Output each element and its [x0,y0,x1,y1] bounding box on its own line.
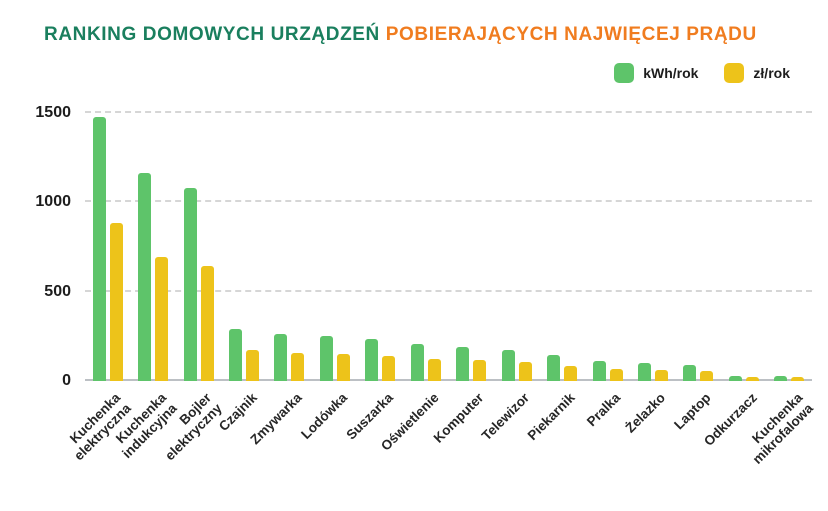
bar-pair [637,113,668,381]
y-tick-label: 1500 [35,104,71,121]
bar-kwh [92,117,106,381]
category-label: Żelazko [622,390,669,436]
bar-group: Bojler elektryczny [162,113,225,463]
bar-kwh [728,375,742,381]
bar-pair [274,113,305,381]
bar-pair [410,113,441,381]
bar-zl [382,356,396,381]
bar-kwh [410,344,424,381]
bar-chart: 0 500 1000 1500 Kuchenka elektryczna Kuchenka… [0,100,828,511]
category-label: Piekarnik [524,390,578,444]
bar-zl [427,358,441,381]
page-title-part2: POBIERAJĄCYCH NAJWIĘCEJ PRĄDU [385,24,757,45]
bar-kwh [774,375,788,381]
page-title: RANKING DOMOWYCH URZĄDZEŃ POBIERAJĄCYCH … [44,24,757,46]
bar-pair [683,113,714,381]
legend-item-zl: zł/rok [724,63,790,83]
bar-group: Telewizor [479,113,539,443]
bar-pair [501,113,532,381]
bar-kwh [319,336,333,381]
bar-group: Suszarka [343,113,403,443]
bar-group: Piekarnik [525,113,584,443]
bar-zl [564,365,578,381]
bar-pair [229,113,260,381]
legend-label-kwh: kWh/rok [643,65,699,81]
category-label: Pralka [583,390,624,430]
bar-pair [319,113,350,381]
category-label: Laptop [671,390,715,433]
bar-pair [92,113,123,381]
legend-swatch-zl [724,63,745,83]
bar-zl [609,369,623,381]
bar-kwh [637,363,651,381]
bar-zl [745,377,759,381]
bar-kwh [456,347,470,381]
bar-kwh [683,364,697,381]
bar-kwh [501,349,515,381]
bar-zl [246,349,260,381]
bar-group: Kuchenka indukcyjna [113,113,179,461]
bar-group: Żelazko [623,113,675,436]
bar-zl [291,353,305,381]
bar-pair [592,113,623,381]
bar-pair [774,113,805,381]
y-tick-label: 500 [44,282,71,300]
x-axis-line [85,379,812,381]
bar-zl [791,377,805,381]
bar-kwh [183,188,197,381]
legend-item-kwh: kWh/rok [614,63,698,83]
bar-group: Czajnik [216,113,266,434]
gridline [85,289,812,292]
bar-group: Lodówka [299,113,357,442]
category-label: Lodówka [298,390,351,442]
bar-zl [518,362,532,381]
bar-kwh [229,329,243,381]
bar-zl [700,371,714,381]
chart-legend: kWh/rok zł/rok [614,63,790,83]
legend-label-zl: zł/rok [753,65,790,81]
category-label: Telewizor [478,390,533,444]
bar-zl [473,360,487,381]
bar-group: Pralka [584,113,630,429]
y-tick-label: 1000 [35,193,71,211]
bar-group: Komputer [431,113,494,446]
bar-kwh [274,333,288,381]
plot-area: 0 500 1000 1500 Kuchenka elektryczna Kuchenka… [35,104,816,467]
bar-pair [456,113,487,381]
bar-group: Zmywarka [248,113,312,447]
bar-kwh [547,355,561,381]
bar-pair [728,113,759,381]
page-title-part1: RANKING DOMOWYCH URZĄDZEŃ [44,24,380,45]
bar-zl [200,265,214,381]
bar-group: Oświetlenie [378,113,448,454]
bar-pair [365,113,396,381]
gridline [85,111,812,113]
bar-pair [138,113,169,381]
bar-group: Kuchenka mikrofalowa [749,113,816,467]
bar-group: Odkurzacz [701,113,766,449]
bar-zl [155,256,169,381]
bar-pair [547,113,578,381]
bar-zl [654,370,668,381]
legend-swatch-kwh [614,63,635,83]
bar-kwh [592,361,606,381]
bar-zl [109,222,123,381]
y-tick-label: 0 [62,372,71,389]
bar-zl [336,354,350,381]
bar-group: Laptop [672,113,721,432]
bar-group: Kuchenka elektryczna [67,113,134,463]
bar-kwh [365,339,379,381]
bar-kwh [138,172,152,381]
bar-pair [183,113,214,381]
gridline [85,200,812,203]
